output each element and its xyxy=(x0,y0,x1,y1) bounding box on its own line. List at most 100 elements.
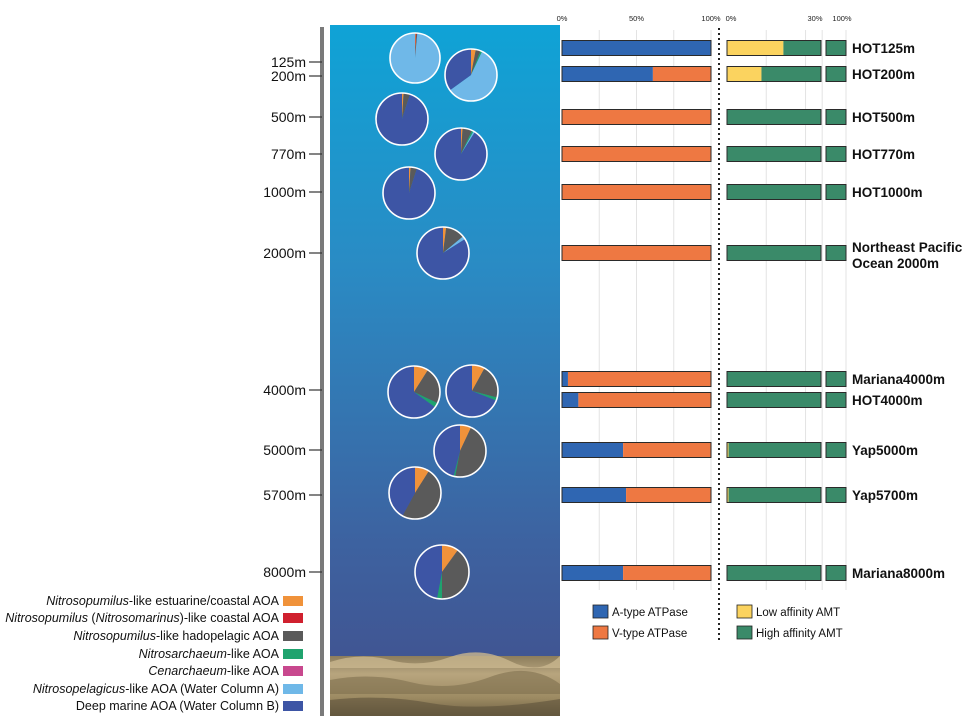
legend-item-label: Nitrosopumilus-like hadopelagic AOA xyxy=(73,628,279,643)
amt-segment-low-affinity xyxy=(727,66,762,82)
pie-slice-water-col-b xyxy=(376,93,428,146)
amt-tick-100: 100% xyxy=(832,14,852,23)
amt-bar-outline xyxy=(726,371,822,387)
pie-5000m xyxy=(433,424,487,478)
atpase-bar-outline xyxy=(561,66,712,82)
atpase-segment-v-type xyxy=(562,245,711,261)
atpase-bar-outline xyxy=(561,392,712,408)
amt-segment-high-affinity xyxy=(727,109,821,125)
pie-slice-estuarine xyxy=(472,365,485,391)
pie-mariana4000m xyxy=(387,365,441,419)
atpase-bar-mariana8000m xyxy=(561,565,712,581)
legend-item-water-col-a: Nitrosopelagicus-like AOA (Water Column … xyxy=(0,680,303,698)
amt-segment-high-affinity-tail xyxy=(826,109,846,125)
pie-slice-water-col-a xyxy=(449,51,498,101)
atpase-tick-100: 100% xyxy=(701,14,721,23)
amt-bar-yap5700m xyxy=(726,487,847,503)
sample-label-hot125m: HOT125m xyxy=(852,41,915,56)
amt-segment-high-affinity-tail xyxy=(826,40,846,56)
pie-slice-water-col-b xyxy=(415,545,442,599)
amt-bar-hot4000m xyxy=(726,392,847,408)
pie-slice-estuarine xyxy=(414,366,428,392)
pie-8000m xyxy=(414,544,470,600)
amt-segment-high-affinity-tail xyxy=(826,371,846,387)
atpase-segment-a-type xyxy=(562,442,624,458)
amt-segment-high-affinity xyxy=(761,66,821,82)
atpase-segment-a-type xyxy=(562,392,579,408)
pie-slice-estuarine xyxy=(402,93,404,119)
legend-swatch-nitrosarchaeum xyxy=(283,648,303,659)
amt-bar-mariana8000m xyxy=(726,565,847,581)
atpase-tick-50: 50% xyxy=(629,14,644,23)
pie-slice-water-col-b xyxy=(446,365,497,417)
pie-outline xyxy=(387,365,441,419)
legend-swatch-a-type xyxy=(592,604,609,619)
atpase-tick-0: 0% xyxy=(557,14,568,23)
amt-bar-outline xyxy=(726,392,822,408)
atpase-bar-mariana4000m xyxy=(561,371,712,387)
depth-label-1000m: 1000m xyxy=(263,184,306,200)
legend-item-hadopelagic: Nitrosopumilus-like hadopelagic AOA xyxy=(0,627,303,645)
atpase-bar-hot125m xyxy=(561,40,712,56)
atpase-segment-a-type xyxy=(562,487,627,503)
legend-swatch-water-col-b xyxy=(283,701,303,712)
pie-slice-nitrosarchaeum xyxy=(472,391,498,401)
atpase-bar-outline xyxy=(561,487,712,503)
pie-200m xyxy=(444,48,498,102)
atpase-segment-a-type xyxy=(562,40,711,56)
amt-segment-high-affinity-tail xyxy=(826,66,846,82)
depth-label-4000m: 4000m xyxy=(263,382,306,398)
pie-slice-water-col-b xyxy=(416,227,469,280)
amt-bar-outline-tail xyxy=(825,40,847,56)
amt-bar-outline xyxy=(726,40,822,56)
depth-label-770m: 770m xyxy=(271,146,306,162)
legend-label-low-amt: Low affinity AMT xyxy=(756,607,840,619)
pie-slice-hadopelagic xyxy=(414,370,440,404)
pie-slice-estuarine xyxy=(461,128,463,154)
atpase-segment-v-type xyxy=(562,109,711,125)
legend-item-label: Nitrosopumilus-like estuarine/coastal AO… xyxy=(46,593,279,608)
pie-slice-water-col-a xyxy=(443,236,465,253)
amt-bar-outline-tail xyxy=(825,371,847,387)
pie-outline xyxy=(416,226,470,280)
atpase-bar-hot770m xyxy=(561,146,712,162)
atpase-segment-v-type xyxy=(578,392,711,408)
atpase-bar-outline xyxy=(561,40,712,56)
amt-segment-low-affinity xyxy=(727,40,784,56)
legend-swatch-estuarine xyxy=(283,595,303,606)
pie-slice-hadopelagic xyxy=(443,227,464,253)
pie-slice-water-col-b xyxy=(435,128,488,181)
pie-slice-hadopelagic xyxy=(402,93,411,119)
legend-swatch-cenarchaeum xyxy=(283,666,303,677)
sample-label-hot1000m: HOT1000m xyxy=(852,185,923,200)
amt-bar-outline-tail xyxy=(825,442,847,458)
pie-outline xyxy=(414,544,470,600)
pie-slice-estuarine xyxy=(443,227,447,253)
amt-segment-high-affinity xyxy=(783,40,821,56)
pie-slice-nitrosarchaeum xyxy=(461,130,474,154)
pie-125m xyxy=(389,32,441,84)
amt-segment-high-affinity xyxy=(727,146,821,162)
pie-slice-hadopelagic xyxy=(409,167,418,193)
amt-bar-hot770m xyxy=(726,146,847,162)
atpase-bar-outline xyxy=(561,371,712,387)
pie-outline xyxy=(445,364,499,418)
pie-slice-nitrosarchaeum xyxy=(436,572,442,599)
amt-bar-outline xyxy=(726,442,822,458)
amt-bar-hot200m xyxy=(726,66,847,82)
atpase-segment-v-type xyxy=(626,487,711,503)
amt-bar-hot125m xyxy=(726,40,847,56)
amt-segment-high-affinity xyxy=(728,442,821,458)
legend-swatch-low-amt xyxy=(736,604,753,619)
pie-slice-nitrosarchaeum xyxy=(414,392,438,408)
atpase-segment-a-type xyxy=(562,565,624,581)
amt-bar-outline xyxy=(726,487,822,503)
depth-label-5000m: 5000m xyxy=(263,442,306,458)
pie-slice-water-col-b xyxy=(388,467,415,516)
amt-bar-outline-tail xyxy=(825,66,847,82)
pie-outline xyxy=(388,466,442,520)
amt-tick-0: 0% xyxy=(726,14,737,23)
pie-outline xyxy=(433,424,487,478)
atpase-segment-v-type xyxy=(562,184,711,200)
depth-label-2000m: 2000m xyxy=(263,245,306,261)
